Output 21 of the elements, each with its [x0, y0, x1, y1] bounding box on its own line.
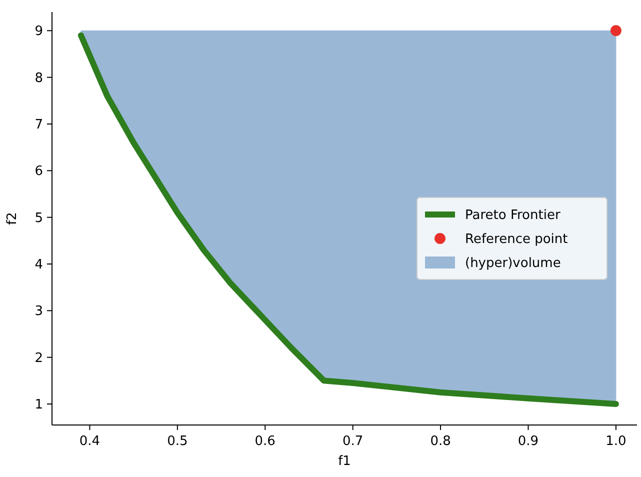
- x-axis-title: f1: [338, 454, 351, 469]
- y-tick-label: 1: [34, 398, 43, 413]
- y-tick-label: 8: [34, 70, 43, 86]
- y-tick-label: 5: [34, 210, 43, 226]
- y-tick-label: 2: [34, 350, 43, 366]
- legend-label: (hyper)volume: [465, 256, 561, 272]
- x-tick-label: 0.7: [342, 434, 364, 449]
- x-tick-label: 0.8: [430, 434, 451, 449]
- x-tick-label: 0.4: [79, 434, 100, 449]
- x-tick-label: 1.0: [606, 434, 626, 449]
- y-tick-label: 3: [34, 304, 43, 320]
- legend-label: Reference point: [465, 232, 568, 248]
- y-tick-label: 7: [34, 118, 43, 133]
- y-tick-label: 9: [34, 24, 43, 40]
- x-tick-label: 0.5: [167, 434, 188, 449]
- y-tick-label: 6: [34, 164, 43, 180]
- x-tick-label: 0.9: [518, 434, 539, 449]
- x-tick-label: 0.6: [254, 434, 276, 449]
- y-axis-title: f2: [5, 212, 20, 225]
- legend-label: Pareto Frontier: [465, 208, 561, 224]
- y-tick-label: 4: [34, 258, 43, 273]
